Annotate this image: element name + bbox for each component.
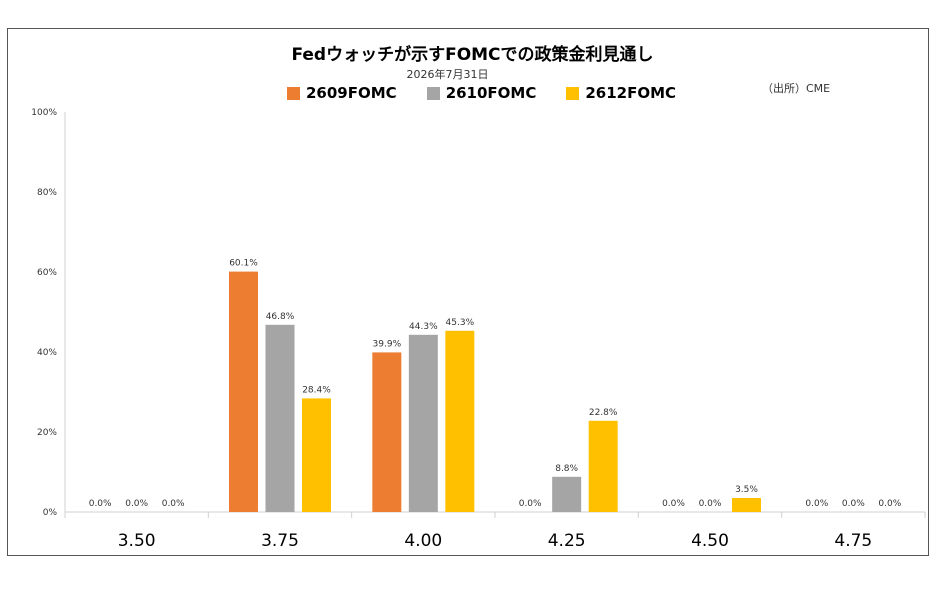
data-label: 60.1% [229, 259, 258, 269]
y-tick-label: 80% [37, 188, 57, 198]
data-label: 0.0% [519, 499, 542, 509]
bar-series-1 [552, 476, 582, 512]
y-tick-label: 100% [31, 108, 57, 118]
bar-series-1 [265, 324, 295, 512]
legend-swatch-series-1 [426, 86, 440, 100]
legend-label-series-2: 2612FOMC [585, 84, 677, 102]
x-tick-label: 4.75 [834, 531, 872, 551]
data-label: 45.3% [446, 318, 475, 328]
data-label: 39.9% [373, 339, 402, 349]
legend-item-series-0: 2609FOMC [287, 84, 397, 102]
data-label: 0.0% [842, 499, 865, 509]
y-tick-label: 60% [37, 268, 57, 278]
chart-source: （出所）CME [762, 82, 831, 95]
legend-label-series-1: 2610FOMC [445, 84, 537, 102]
bar-series-2 [445, 330, 475, 512]
legend-label-series-0: 2609FOMC [306, 84, 397, 102]
data-label: 22.8% [589, 408, 618, 418]
legend-swatch-series-2 [566, 86, 580, 100]
data-label: 0.0% [125, 499, 148, 509]
x-tick-label: 3.75 [261, 531, 299, 551]
data-label: 3.5% [735, 485, 758, 495]
legend-item-series-2: 2612FOMC [566, 84, 676, 102]
data-label: 46.8% [266, 312, 295, 322]
bar-series-0 [229, 271, 258, 512]
y-tick-label: 0% [43, 508, 58, 518]
x-tick-label: 4.00 [404, 531, 442, 551]
y-tick-label: 20% [37, 428, 57, 438]
chart-subtitle: 2026年7月31日 [406, 68, 489, 81]
data-label: 0.0% [805, 499, 828, 509]
chart-title: Fedウォッチが示すFOMCでの政策金利見通し [291, 45, 654, 65]
legend-swatch-series-0 [287, 86, 300, 100]
x-tick-label: 3.50 [118, 531, 156, 551]
legend: 2609FOMC 2610FOMC 2612FOMC [287, 83, 706, 103]
y-tick-label: 40% [37, 348, 57, 358]
data-label: 0.0% [878, 499, 901, 509]
x-tick-label: 4.50 [691, 531, 729, 551]
bar-series-2 [302, 398, 331, 512]
data-label: 8.8% [555, 464, 578, 474]
x-tick-label: 4.25 [548, 531, 586, 551]
data-label: 28.4% [302, 385, 331, 395]
data-label: 44.3% [409, 322, 438, 332]
bar-series-2 [732, 498, 761, 512]
bar-series-1 [408, 334, 438, 512]
data-label: 0.0% [662, 499, 685, 509]
data-label: 0.0% [89, 499, 112, 509]
data-label: 0.0% [162, 499, 185, 509]
bar-series-2 [588, 420, 618, 512]
legend-item-series-1: 2610FOMC [426, 84, 537, 102]
bar-series-0 [372, 352, 402, 512]
data-label: 0.0% [699, 499, 722, 509]
